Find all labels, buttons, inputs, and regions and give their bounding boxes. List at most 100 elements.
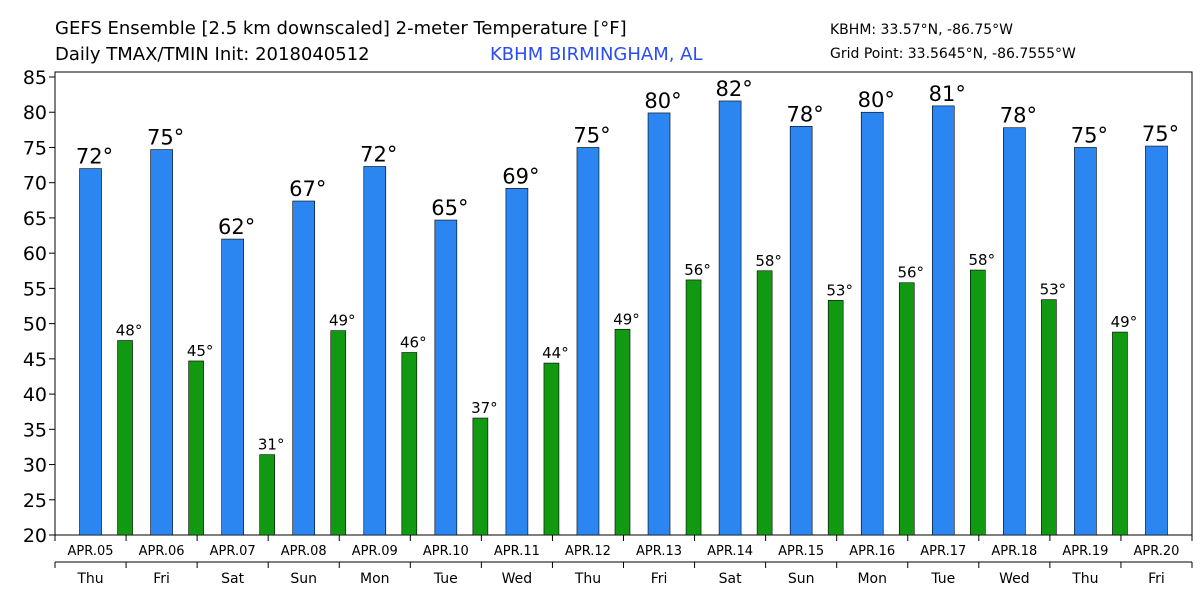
data-label: 49° bbox=[613, 310, 640, 328]
bar bbox=[756, 270, 773, 536]
weekday-label: Sun bbox=[788, 571, 815, 587]
bar bbox=[188, 360, 204, 536]
x-tick-label: APR.12 bbox=[565, 544, 611, 559]
weekday-label: Sat bbox=[719, 571, 742, 587]
y-tick-label: 65 bbox=[23, 208, 47, 230]
data-label: 72° bbox=[76, 145, 113, 169]
data-label: 72° bbox=[360, 142, 397, 166]
weekday-label: Mon bbox=[857, 571, 887, 587]
y-tick-label: 75 bbox=[23, 137, 47, 159]
y-tick-label: 20 bbox=[23, 525, 47, 547]
weekday-label: Fri bbox=[153, 571, 170, 587]
bar bbox=[970, 269, 986, 536]
data-label: 58° bbox=[755, 252, 782, 270]
bar bbox=[401, 352, 418, 536]
chart-title: GEFS Ensemble [2.5 km downscaled] 2-mete… bbox=[55, 18, 627, 39]
x-tick-label: APR.14 bbox=[707, 544, 753, 559]
bar bbox=[221, 238, 244, 536]
bar bbox=[363, 166, 387, 536]
y-tick-label: 55 bbox=[23, 278, 47, 300]
x-tick-label: APR.20 bbox=[1133, 544, 1179, 559]
y-tick-label: 30 bbox=[23, 455, 47, 477]
y-tick-label: 70 bbox=[23, 173, 47, 195]
data-label: 53° bbox=[826, 281, 853, 299]
station: KBHM: 33.57°N, -86.75°W bbox=[830, 22, 1013, 38]
bar bbox=[789, 126, 813, 536]
bar bbox=[434, 219, 458, 536]
data-label: 75° bbox=[147, 126, 184, 150]
data-label: 69° bbox=[502, 164, 539, 188]
bar bbox=[860, 111, 884, 536]
bar bbox=[330, 330, 347, 536]
x-tick-label: APR.13 bbox=[636, 544, 682, 559]
weekday-label: Tue bbox=[930, 571, 955, 587]
x-tick-label: APR.08 bbox=[281, 544, 327, 559]
data-label: 75° bbox=[1071, 123, 1108, 147]
y-tick-label: 85 bbox=[23, 67, 47, 89]
bar bbox=[259, 454, 275, 536]
bar bbox=[827, 300, 844, 536]
bar bbox=[931, 105, 955, 536]
y-tick-label: 40 bbox=[23, 384, 47, 406]
weekday-label: Mon bbox=[360, 571, 390, 587]
bar bbox=[292, 200, 316, 536]
y-tick-label: 45 bbox=[23, 349, 47, 371]
bar bbox=[898, 282, 915, 536]
location: KBHM BIRMINGHAM, AL bbox=[490, 44, 703, 65]
x-tick-label: APR.15 bbox=[778, 544, 824, 559]
grid-point: Grid Point: 33.5645°N, -86.7555°W bbox=[830, 46, 1076, 62]
x-tick-label: APR.18 bbox=[991, 544, 1037, 559]
data-label: 31° bbox=[258, 436, 285, 454]
data-label: 75° bbox=[573, 123, 610, 147]
data-label: 45° bbox=[187, 342, 214, 360]
bar bbox=[718, 100, 742, 536]
data-label: 75° bbox=[1142, 122, 1179, 146]
data-label: 78° bbox=[1000, 104, 1037, 128]
x-tick-label: APR.06 bbox=[139, 544, 185, 559]
bar bbox=[472, 417, 489, 536]
y-tick-label: 35 bbox=[23, 419, 47, 441]
data-label: 58° bbox=[969, 251, 996, 269]
weekday-label: Thu bbox=[76, 571, 103, 587]
weekday-label: Thu bbox=[574, 571, 601, 587]
x-tick-label: APR.19 bbox=[1062, 544, 1108, 559]
bar bbox=[1074, 147, 1097, 536]
x-tick-label: APR.10 bbox=[423, 544, 469, 559]
bar bbox=[614, 328, 631, 536]
data-label: 80° bbox=[858, 88, 895, 112]
bar bbox=[79, 168, 102, 536]
weekday-label: Wed bbox=[502, 571, 533, 587]
bar bbox=[117, 340, 133, 536]
bar bbox=[647, 112, 671, 536]
bar bbox=[685, 279, 702, 536]
bar bbox=[1112, 331, 1128, 536]
bar bbox=[1145, 145, 1168, 536]
data-label: 49° bbox=[1111, 313, 1138, 331]
weekday-label: Thu bbox=[1071, 571, 1098, 587]
data-label: 80° bbox=[644, 89, 681, 113]
data-label: 81° bbox=[929, 82, 966, 106]
data-label: 78° bbox=[787, 102, 824, 126]
weekday-label: Wed bbox=[999, 571, 1030, 587]
x-tick-label: APR.07 bbox=[210, 544, 256, 559]
x-tick-label: APR.16 bbox=[849, 544, 895, 559]
data-label: 46° bbox=[400, 334, 427, 352]
y-tick-label: 60 bbox=[23, 243, 47, 265]
weekday-label: Fri bbox=[1148, 571, 1165, 587]
data-label: 53° bbox=[1040, 281, 1067, 299]
data-label: 48° bbox=[116, 322, 143, 340]
data-label: 62° bbox=[218, 215, 255, 239]
data-label: 44° bbox=[542, 344, 569, 362]
weekday-label: Tue bbox=[433, 571, 458, 587]
data-label: 56° bbox=[684, 261, 711, 279]
data-label: 67° bbox=[289, 177, 326, 201]
bar bbox=[150, 149, 173, 536]
x-tick-label: APR.17 bbox=[920, 544, 966, 559]
y-tick-label: 80 bbox=[23, 102, 47, 124]
weekday-label: Sat bbox=[221, 571, 244, 587]
data-label: 37° bbox=[471, 399, 498, 417]
bar bbox=[1003, 127, 1026, 536]
bar bbox=[576, 147, 600, 536]
data-label: 65° bbox=[431, 196, 468, 220]
